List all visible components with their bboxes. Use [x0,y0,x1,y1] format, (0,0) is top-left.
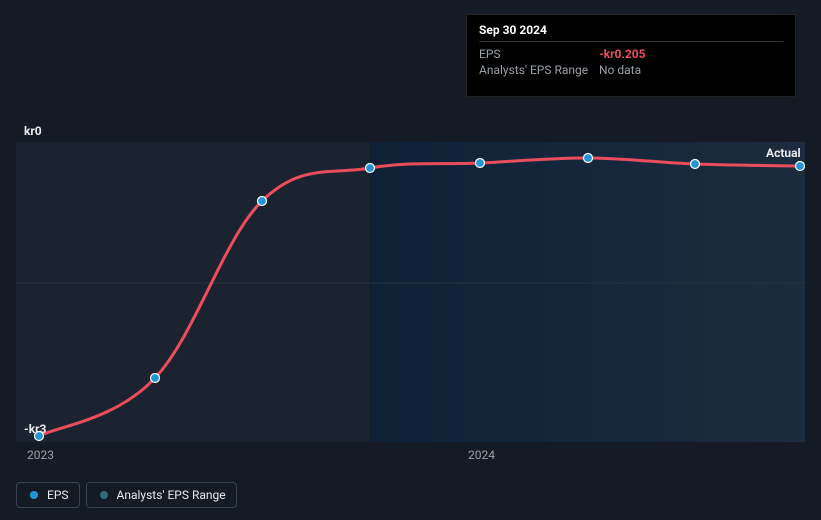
legend-label-eps: EPS [47,488,69,502]
tooltip-label-eps: EPS [479,47,599,61]
x-axis-label-1: 2024 [468,448,495,462]
tooltip-value-range: No data [599,63,641,77]
actual-label: Actual [766,146,801,160]
chart-tooltip: Sep 30 2024 EPS -kr0.205 Analysts' EPS R… [466,14,796,97]
chart-legend: EPS Analysts' EPS Range [16,482,237,508]
legend-item-range[interactable]: Analysts' EPS Range [86,482,237,508]
legend-item-eps[interactable]: EPS [16,482,80,508]
tooltip-label-range: Analysts' EPS Range [479,63,599,77]
tooltip-value-eps: -kr0.205 [599,47,646,61]
legend-label-range: Analysts' EPS Range [117,488,226,502]
legend-swatch-range [97,491,111,499]
eps-chart: kr0 -kr3 2023 2024 Actual Sep 30 2024 EP… [0,0,821,520]
tooltip-row-eps: EPS -kr0.205 [479,46,783,62]
tooltip-row-range: Analysts' EPS Range No data [479,62,783,78]
x-axis-label-0: 2023 [27,448,54,462]
legend-swatch-eps [27,491,41,499]
tooltip-date: Sep 30 2024 [479,23,783,42]
y-axis-label-bottom: -kr3 [24,422,46,436]
y-axis-label-top: kr0 [24,124,42,138]
